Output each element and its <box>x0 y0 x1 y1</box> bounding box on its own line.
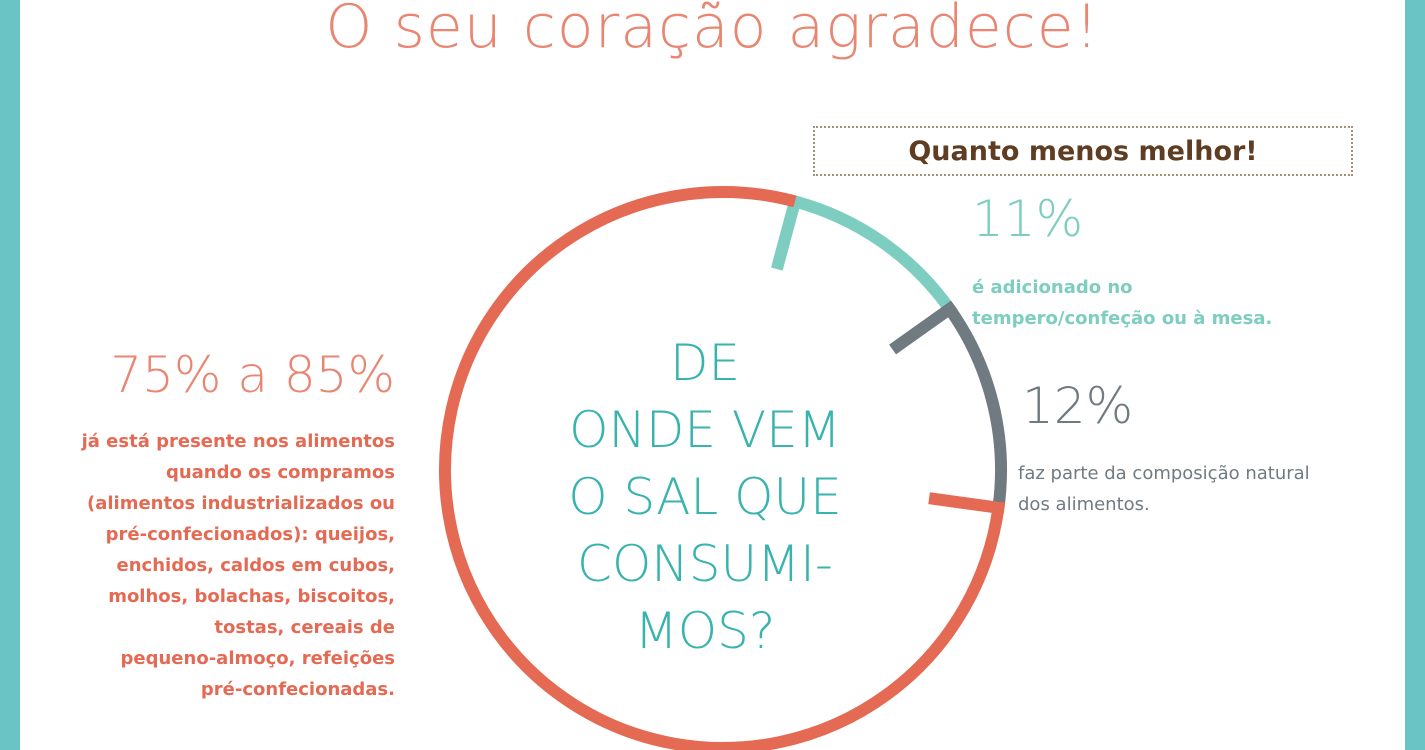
natural-description: faz parte da composição natural dos alim… <box>1018 458 1310 520</box>
processed-description-line: tostas, cereais de <box>214 617 395 638</box>
question-line: ONDE VEM <box>569 401 841 459</box>
ring-slice-2 <box>944 305 1007 509</box>
ring-slice-tick-1 <box>771 194 803 271</box>
tagline-text: Quanto menos melhor! <box>908 135 1258 167</box>
processed-description-line: quando os compramos <box>165 462 395 483</box>
question-line: DE <box>669 334 741 392</box>
natural-percent-label: 12% <box>1022 377 1134 435</box>
question-line: O SAL QUE <box>568 468 842 526</box>
headline: O seu coração agradece! <box>325 0 1100 62</box>
processed-description-line: já está presente nos alimentos <box>81 431 395 452</box>
added-description-line: é adicionado no <box>972 277 1133 298</box>
ring-slice-1 <box>793 195 955 313</box>
center-question: DE ONDE VEM O SAL QUE CONSUMI- MOS? <box>520 330 890 665</box>
tagline-box: Quanto menos melhor! <box>813 126 1353 176</box>
infographic-panel: O seu coração agradece! Quanto menos mel… <box>20 0 1405 750</box>
ring-slice-tick-3 <box>928 492 1006 515</box>
processed-description-line: (alimentos industrializados ou <box>86 493 395 514</box>
question-line: MOS? <box>634 602 776 660</box>
question-line: CONSUMI- <box>577 535 833 593</box>
processed-description-line: enchidos, caldos em cubos, <box>116 555 395 576</box>
ring-slice-tick-2 <box>889 300 958 355</box>
processed-description-line: pequeno-almoço, refeições <box>120 648 395 669</box>
added-percent-label: 11% <box>972 190 1084 248</box>
added-description-line: tempero/confeção ou à mesa. <box>972 308 1273 329</box>
salt-sources-ring-chart <box>439 186 1007 750</box>
processed-description-line: pré-confecionados): queijos, <box>105 524 395 545</box>
natural-description-line: dos alimentos. <box>1018 494 1150 515</box>
natural-description-line: faz parte da composição natural <box>1018 463 1310 484</box>
added-description: é adicionado no tempero/confeção ou à me… <box>972 272 1272 334</box>
processed-percent-label: 75% a 85% <box>110 346 395 404</box>
ring-slice-3 <box>439 186 1005 750</box>
processed-description-line: molhos, bolachas, biscoitos, <box>108 586 395 607</box>
processed-description-line: pré-confecionadas. <box>200 679 395 700</box>
processed-description: já está presente nos alimentos quando os… <box>65 426 395 705</box>
